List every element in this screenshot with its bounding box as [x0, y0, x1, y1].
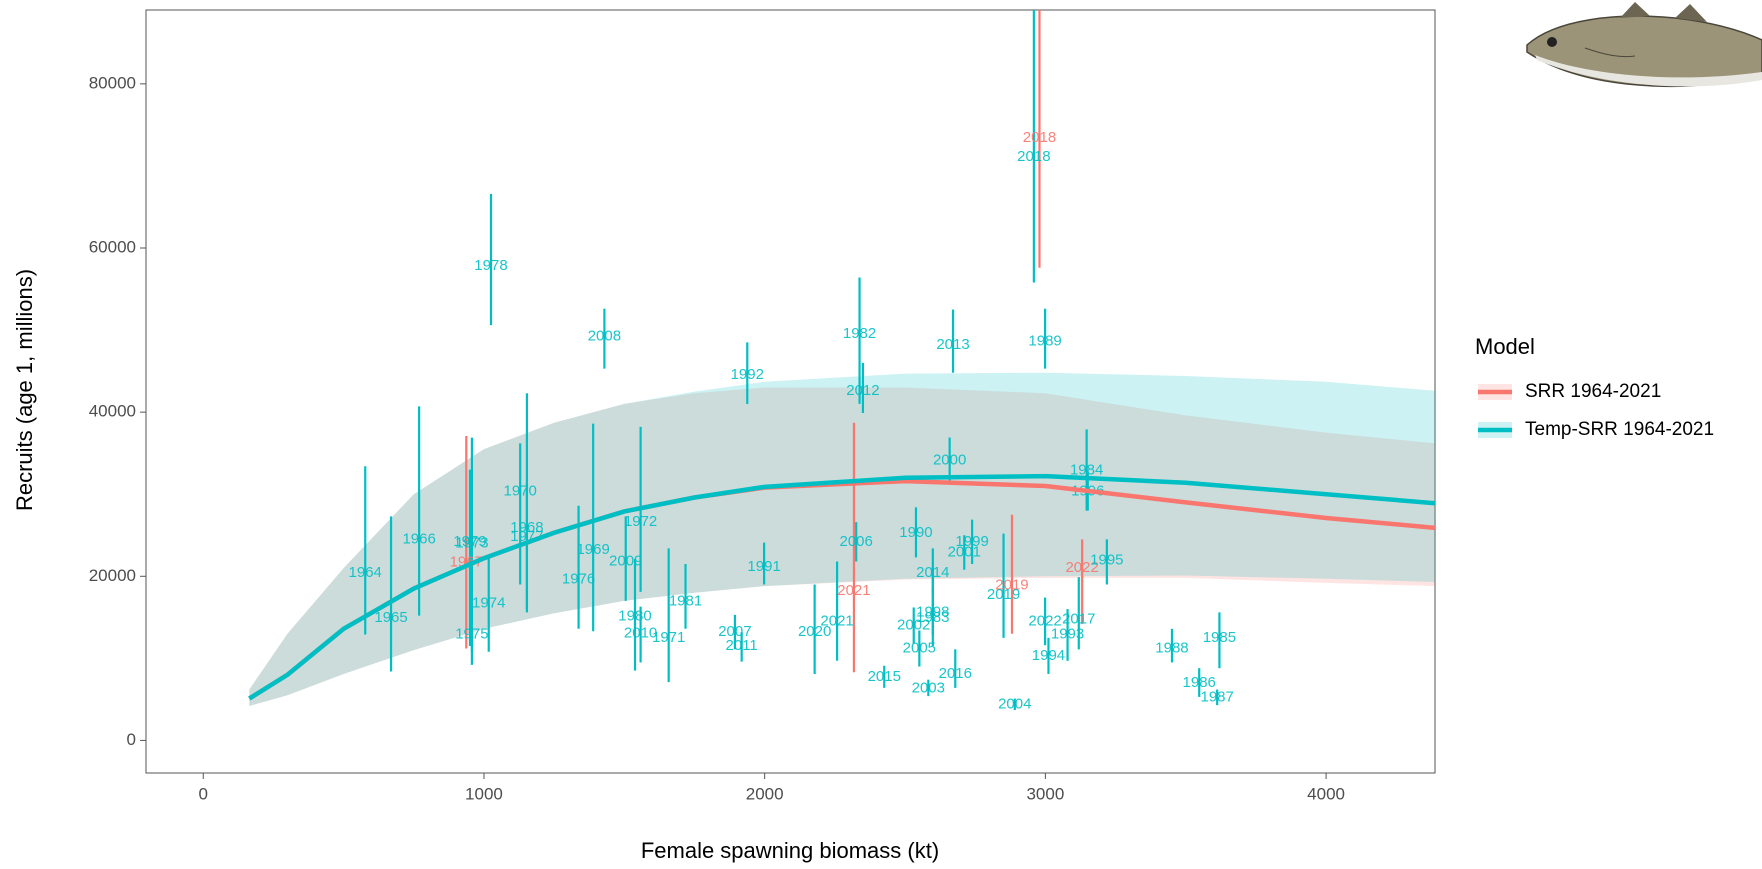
- year-label: 1982: [843, 325, 876, 342]
- y-axis-label: Recruits (age 1, millions): [12, 269, 37, 511]
- fit-line: [248, 473, 1435, 701]
- y-tick-label: 20000: [89, 566, 136, 585]
- year-label: 2013: [936, 336, 969, 353]
- year-label: 1991: [747, 558, 780, 575]
- x-tick-label: 2000: [746, 784, 784, 803]
- legend-title: Model: [1475, 334, 1535, 359]
- year-label: 1999: [955, 533, 988, 550]
- year-label: 1993: [1051, 626, 1084, 643]
- year-label: 2021: [820, 612, 853, 629]
- year-label: 1986: [1183, 674, 1216, 691]
- year-label: 1964: [349, 564, 382, 581]
- x-axis-label: Female spawning biomass (kt): [641, 838, 939, 863]
- year-label: 2006: [839, 533, 872, 550]
- confidence-ribbon: [249, 372, 1435, 706]
- legend-label: SRR 1964-2021: [1525, 381, 1661, 402]
- year-label: 2005: [903, 639, 936, 656]
- year-label: 1976: [562, 571, 595, 588]
- year-label: 2003: [912, 680, 945, 697]
- year-label: 1965: [374, 609, 407, 626]
- y-tick-label: 80000: [89, 73, 136, 92]
- year-label: 2011: [726, 637, 758, 654]
- year-label: 1983: [916, 609, 949, 626]
- year-label: 2014: [916, 564, 949, 581]
- y-tick-label: 60000: [89, 237, 136, 256]
- year-label: 1990: [899, 524, 932, 541]
- y-tick-label: 0: [127, 730, 136, 749]
- year-label: 2015: [868, 668, 901, 685]
- year-label: 1969: [576, 541, 609, 558]
- year-label: 2004: [998, 695, 1031, 712]
- year-label: 1978: [474, 257, 507, 274]
- year-label: 2000: [933, 452, 966, 469]
- year-label: 1985: [1203, 629, 1236, 646]
- year-label: 1992: [731, 366, 764, 383]
- year-label: 1979: [453, 533, 486, 550]
- year-label: 2007: [718, 623, 751, 640]
- year-label: 2022: [1028, 612, 1061, 629]
- x-tick-label: 0: [199, 784, 208, 803]
- year-label: 1994: [1032, 647, 1065, 664]
- year-label: 2002: [897, 616, 930, 633]
- year-label: 1981: [669, 593, 702, 610]
- year-label: 2010: [624, 625, 657, 642]
- year-label: 1980: [618, 607, 651, 624]
- x-tick-label: 4000: [1307, 784, 1345, 803]
- year-label: 2021: [837, 582, 870, 599]
- x-tick-label: 3000: [1026, 784, 1064, 803]
- year-label: 2022: [1065, 559, 1098, 576]
- year-label: 2018: [1023, 129, 1056, 146]
- fish-illustration: [1526, 2, 1762, 88]
- year-label: 1974: [472, 594, 505, 611]
- plot-area: 1967 2018 2019 2021 2022 1964 1965 1966 1968 1969…: [248, 10, 1435, 712]
- year-label: 2020: [798, 623, 831, 640]
- year-label: 2009: [609, 552, 642, 569]
- year-label: 1968: [510, 519, 543, 536]
- legend: SRR 1964-2021 Temp-SRR 1964-2021: [1478, 381, 1714, 440]
- year-label: 1966: [402, 530, 435, 547]
- year-label: 2008: [588, 328, 621, 345]
- year-label: 2019: [995, 576, 1028, 593]
- year-label: 1973: [455, 534, 488, 551]
- year-label: 1989: [1028, 333, 1061, 350]
- year-label: 1967: [450, 553, 483, 570]
- year-label: 1998: [916, 603, 949, 620]
- year-label: 1987: [1200, 689, 1233, 706]
- year-label: 1972: [624, 513, 657, 530]
- year-label: 2016: [939, 665, 972, 682]
- year-label: 1995: [1090, 552, 1123, 569]
- year-label: 1971: [652, 629, 685, 646]
- year-label: 2017: [1062, 611, 1095, 628]
- confidence-ribbon: [249, 387, 1435, 706]
- year-label: 1975: [455, 626, 488, 643]
- legend-label: Temp-SRR 1964-2021: [1525, 419, 1714, 440]
- year-label: 2001: [948, 543, 981, 560]
- x-tick-label: 1000: [465, 784, 503, 803]
- y-tick-label: 40000: [89, 402, 136, 421]
- year-label: 2019: [987, 586, 1020, 603]
- year-label: 2012: [846, 382, 879, 399]
- year-label: 1984: [1070, 461, 1103, 478]
- year-label: 1970: [503, 483, 536, 500]
- year-label: 1988: [1155, 639, 1188, 656]
- year-label: 2018: [1017, 148, 1050, 165]
